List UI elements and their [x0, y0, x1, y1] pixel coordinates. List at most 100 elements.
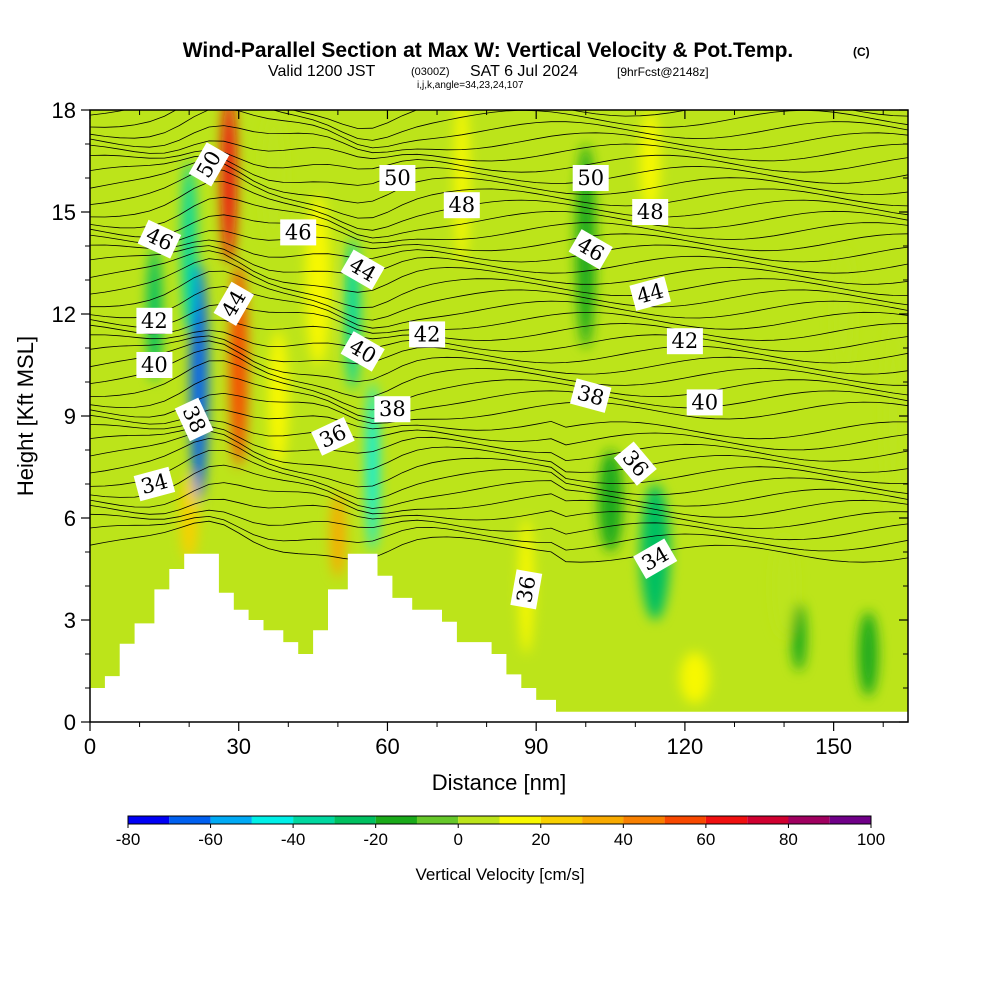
colorbar-tick-label: 40: [614, 830, 633, 849]
velocity-cell: [791, 603, 807, 671]
colorbar-tick-label: -60: [198, 830, 223, 849]
theta-contour-line: [90, 258, 908, 309]
colorbar-swatch: [623, 816, 665, 824]
colorbar-tick-label: 100: [857, 830, 885, 849]
colorbar-swatch: [705, 816, 748, 824]
theta-contour-line: [90, 140, 908, 162]
colorbar-tick-label: 80: [779, 830, 798, 849]
theta-contour-line: [90, 430, 908, 473]
theta-contour-label: 50: [572, 165, 609, 191]
colorbar-swatch: [210, 816, 252, 824]
colorbar-swatch: [458, 816, 500, 824]
colorbar-swatch: [499, 816, 541, 824]
svg-text:42: 42: [672, 329, 699, 353]
velocity-cell: [268, 331, 289, 467]
theta-contour-line: [90, 340, 908, 383]
chart-title: Wind-Parallel Section at Max W: Vertical…: [183, 39, 794, 62]
colorbar-tick-label: 0: [453, 830, 462, 849]
svg-text:50: 50: [384, 166, 411, 190]
colorbar-swatch: [375, 816, 417, 824]
theta-contour-label: 46: [280, 219, 317, 246]
theta-contour-label: 42: [409, 321, 446, 348]
theta-contour-line: [90, 520, 908, 563]
velocity-cell: [883, 314, 904, 518]
x-tick-label: 30: [226, 734, 250, 759]
colorbar-label: Vertical Velocity [cm/s]: [415, 865, 584, 884]
theta-contour-line: [90, 160, 908, 204]
colorbar-swatch: [788, 816, 830, 824]
svg-text:48: 48: [637, 200, 664, 224]
theta-contour-line: [90, 214, 908, 244]
theta-contour-line: [90, 375, 908, 419]
theta-contour-line: [90, 509, 908, 541]
colorbar-swatch: [829, 816, 871, 824]
y-tick-label: 12: [52, 302, 76, 327]
theta-contour-line: [90, 464, 908, 509]
svg-text:40: 40: [141, 353, 168, 377]
theta-contour-line: [90, 419, 908, 451]
theta-contour-label: 48: [443, 192, 480, 219]
theta-contour-line: [90, 450, 908, 501]
svg-text:Valid 1200 JST: Valid 1200 JST: [268, 63, 376, 80]
y-tick-label: 18: [52, 98, 76, 123]
theta-contour-line: [90, 425, 908, 462]
svg-text:50: 50: [577, 166, 604, 190]
theta-contour-line: [90, 348, 908, 398]
colorbar-swatch: [293, 816, 335, 824]
colorbar-swatch: [540, 816, 583, 824]
velocity-cell: [598, 450, 623, 552]
velocity-cell: [221, 110, 237, 263]
x-tick-label: 60: [375, 734, 399, 759]
velocity-cell: [640, 110, 661, 212]
chart-subtitle: Valid 1200 JST (0300Z) SAT 6 Jul 2024 [9…: [268, 63, 709, 80]
theta-contour-line: [90, 515, 908, 552]
x-tick-label: 0: [84, 734, 96, 759]
theta-contour-line: [90, 335, 908, 365]
y-axis-label: Height [Kft MSL]: [13, 336, 38, 496]
theta-contour-line: [90, 168, 908, 219]
theta-contour-line: [90, 196, 908, 239]
theta-contour-line: [90, 392, 908, 424]
velocity-cell: [180, 475, 198, 561]
svg-text:42: 42: [414, 322, 441, 346]
svg-text:46: 46: [285, 220, 312, 244]
grid-index-label: i,j,k,angle=34,23,24,107: [417, 80, 524, 91]
colorbar-tick-label: -80: [116, 830, 141, 849]
theta-contour-line: [90, 286, 908, 329]
y-tick-label: 0: [64, 710, 76, 735]
theta-contour-line: [90, 409, 908, 440]
y-tick-label: 6: [64, 506, 76, 531]
x-tick-label: 90: [524, 734, 548, 759]
colorbar-swatch: [334, 816, 376, 824]
velocity-cell: [181, 161, 197, 331]
theta-contour-label: 36: [510, 569, 543, 610]
theta-contour-line: [90, 360, 908, 411]
copyright-mark: (C): [853, 45, 870, 59]
y-tick-label: 3: [64, 608, 76, 633]
colorbar-swatch: [582, 816, 624, 824]
theta-contour-label: 42: [666, 328, 703, 355]
colorbar-tick-label: 20: [531, 830, 550, 849]
theta-contour-line: [90, 125, 908, 154]
velocity-cell: [261, 110, 286, 246]
svg-text:48: 48: [448, 193, 475, 217]
theta-contour-label: 40: [686, 389, 723, 416]
theta-contour-line: [90, 329, 908, 353]
y-tick-label: 15: [52, 200, 76, 225]
colorbar-tick-label: -40: [281, 830, 306, 849]
velocity-cell: [858, 611, 879, 697]
x-tick-label: 150: [815, 734, 852, 759]
svg-text:[9hrFcst@2148z]: [9hrFcst@2148z]: [617, 65, 709, 79]
velocity-cell: [679, 652, 710, 704]
colorbar-swatch: [251, 816, 294, 824]
colorbar-swatch: [416, 816, 459, 824]
theta-contour-lines: [90, 110, 908, 563]
theta-contour-label: 40: [136, 352, 173, 378]
svg-text:(0300Z): (0300Z): [411, 66, 450, 78]
theta-contour-label: 44: [629, 276, 671, 311]
svg-text:36: 36: [512, 574, 540, 604]
terrain-mask: [90, 553, 908, 722]
x-axis-label: Distance [nm]: [432, 770, 567, 795]
theta-contour-line: [90, 239, 908, 263]
